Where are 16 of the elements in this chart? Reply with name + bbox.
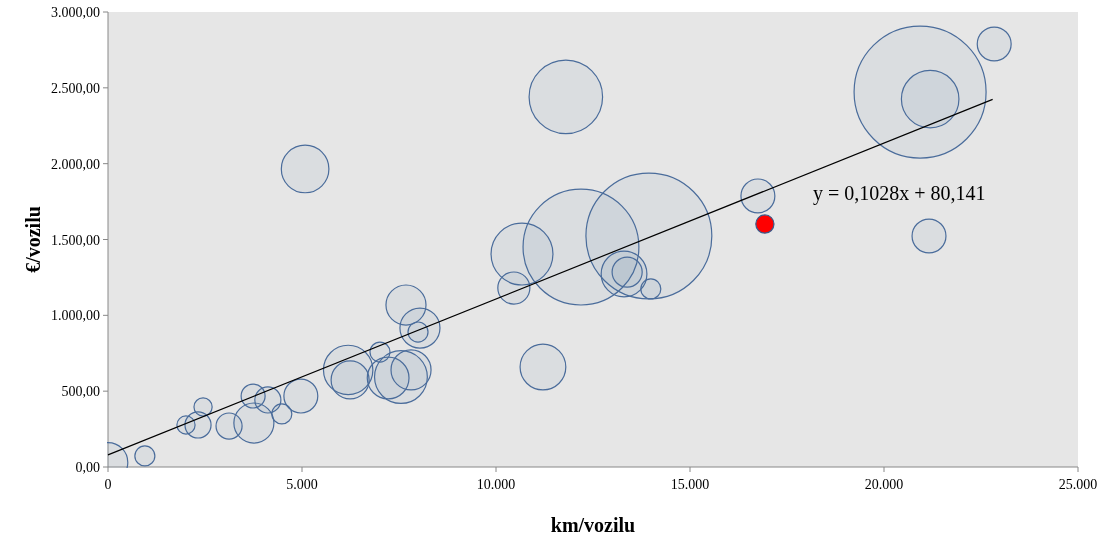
annotation: y = 0,1028x + 80,141 — [813, 182, 986, 205]
x-tick-label: 25.000 — [1058, 477, 1098, 492]
x-tick-label: 5.000 — [286, 477, 318, 492]
x-tick-label: 20.000 — [864, 477, 904, 492]
y-tick-label: 500,00 — [61, 384, 100, 400]
x-tick-label: 15.000 — [670, 477, 710, 492]
x-axis-title: km/vozilu — [550, 514, 636, 536]
y-axis-title: €/vozilu — [22, 206, 44, 273]
x-tick-label: 0 — [104, 477, 112, 492]
x-tick-label: 10.000 — [476, 477, 516, 492]
y-tick-label: 2.000,00 — [51, 156, 100, 172]
y-tick-label: 1.000,00 — [51, 308, 100, 324]
y-tick-label: 0,00 — [75, 460, 100, 475]
y-tick-label: 1.500,00 — [51, 232, 100, 248]
y-tick-label: 3.000,00 — [51, 5, 100, 20]
y-tick-label: 2.500,00 — [51, 80, 100, 96]
